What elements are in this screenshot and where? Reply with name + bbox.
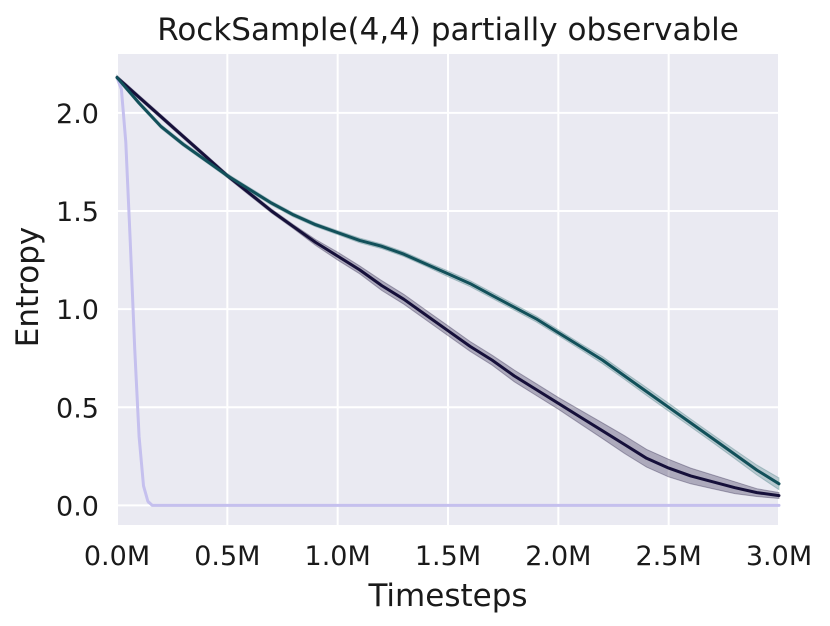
- y-tick-labels: 0.0 0.5 1.0 1.5 2.0: [56, 99, 99, 523]
- chart-title: RockSample(4,4) partially observable: [157, 12, 739, 48]
- y-tick-label: 0.0: [56, 491, 99, 522]
- y-tick-label: 1.0: [56, 295, 99, 326]
- x-tick-label: 2.0M: [525, 541, 591, 572]
- series-lines: [115, 76, 781, 507]
- x-tick-label: 3.0M: [746, 541, 812, 572]
- x-tick-label: 0.5M: [194, 541, 260, 572]
- x-tick-label: 0.0M: [84, 541, 150, 572]
- x-axis-label: Timesteps: [367, 578, 527, 614]
- x-tick-labels: 0.0M 0.5M 1.0M 1.5M 2.0M 2.5M 3.0M: [84, 541, 812, 572]
- series-3-band: [116, 74, 780, 491]
- y-tick-label: 0.5: [56, 393, 99, 424]
- series-2-band: [116, 74, 780, 500]
- y-tick-label: 2.0: [56, 99, 99, 130]
- series-1-line: [115, 76, 781, 507]
- x-tick-label: 1.5M: [415, 541, 481, 572]
- series-3-line: [115, 76, 781, 486]
- x-tick-label: 1.0M: [305, 541, 371, 572]
- y-tick-label: 1.5: [56, 197, 99, 228]
- y-axis-label: Entropy: [10, 227, 46, 347]
- x-tick-label: 2.5M: [636, 541, 702, 572]
